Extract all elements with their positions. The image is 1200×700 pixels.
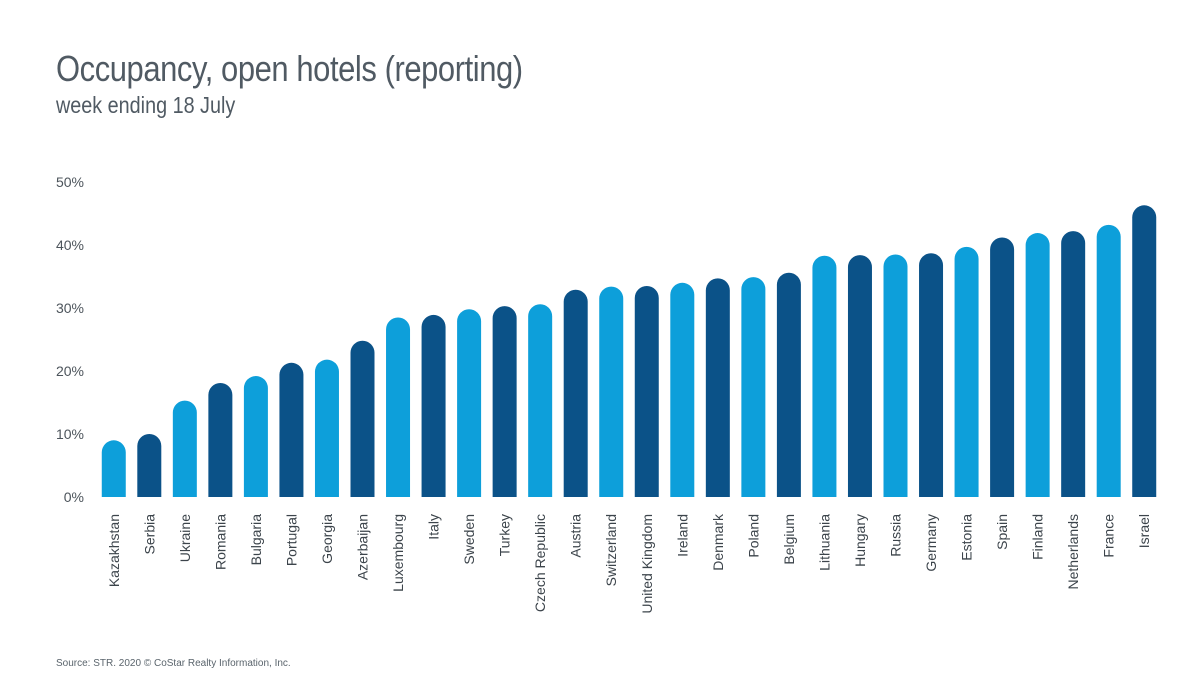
x-tick-label: Azerbaijan <box>355 514 371 580</box>
x-tick-label: Hungary <box>852 514 868 567</box>
bar-turkey <box>492 306 517 497</box>
y-tick-label: 50% <box>56 174 84 190</box>
bar-france <box>1096 224 1121 497</box>
x-tick-label: Spain <box>994 514 1010 550</box>
x-tick-label: Turkey <box>497 514 513 556</box>
bar-ukraine <box>172 400 197 497</box>
bar-israel <box>1132 205 1157 497</box>
bar-azerbaijan <box>350 340 375 497</box>
bar-luxembourg <box>386 317 411 497</box>
bar-belgium <box>776 272 801 497</box>
x-tick-label: Kazakhstan <box>106 514 122 587</box>
bar-lithuania <box>812 255 837 497</box>
bar-portugal <box>279 362 304 497</box>
x-tick-label: Portugal <box>283 514 299 566</box>
x-tick-label: Estonia <box>959 514 975 561</box>
chart-subtitle: week ending 18 July <box>56 92 236 118</box>
source-note: Source: STR. 2020 © CoStar Realty Inform… <box>56 658 291 669</box>
x-tick-label: Ireland <box>674 514 690 557</box>
y-tick-label: 40% <box>56 237 84 253</box>
y-tick-label: 0% <box>64 489 84 505</box>
x-tick-label: Luxembourg <box>390 514 406 592</box>
bar-bulgaria <box>243 376 268 497</box>
x-tick-label: Bulgaria <box>248 514 264 566</box>
x-tick-label: Poland <box>745 514 761 558</box>
bar-georgia <box>314 359 339 497</box>
x-axis: Kazakhstan Serbia Ukraine Romania Bulgaria Po… <box>106 513 1152 614</box>
bar-switzerland <box>599 286 624 497</box>
x-tick-label: Georgia <box>319 514 335 564</box>
x-tick-label: Ukraine <box>177 514 193 562</box>
bar-united-kingdom <box>634 285 659 497</box>
bar-germany <box>919 253 944 497</box>
bar-hungary <box>847 255 872 497</box>
bar-italy <box>421 314 446 497</box>
bar-serbia <box>137 434 162 497</box>
bar-poland <box>741 277 766 497</box>
x-tick-label: Italy <box>426 514 442 540</box>
bar-russia <box>883 254 908 497</box>
x-tick-label: Israel <box>1136 514 1152 548</box>
bar-estonia <box>954 246 979 497</box>
chart-title: Occupancy, open hotels (reporting) <box>56 48 523 89</box>
bar-sweden <box>457 309 482 497</box>
bar-finland <box>1025 233 1050 497</box>
x-tick-label: Netherlands <box>1065 514 1081 590</box>
bar-austria <box>563 289 588 497</box>
x-tick-label: Belgium <box>781 514 797 565</box>
bar-ireland <box>670 282 695 497</box>
x-tick-label: Sweden <box>461 514 477 565</box>
bar-netherlands <box>1061 231 1086 497</box>
y-tick-label: 20% <box>56 363 84 379</box>
x-tick-label: Switzerland <box>603 514 619 586</box>
y-tick-label: 30% <box>56 300 84 316</box>
x-tick-label: Romania <box>212 514 228 570</box>
x-tick-label: France <box>1101 514 1117 558</box>
x-tick-label: Finland <box>1030 514 1046 560</box>
x-tick-label: Serbia <box>141 514 157 555</box>
y-tick-label: 10% <box>56 426 84 442</box>
bar-spain <box>990 237 1015 497</box>
x-tick-label: Czech Republic <box>532 514 548 612</box>
x-tick-label: Russia <box>888 514 904 557</box>
x-tick-label: Austria <box>568 514 584 558</box>
bar-romania <box>208 382 233 497</box>
bar-denmark <box>705 278 730 497</box>
x-tick-label: Lithuania <box>816 514 832 571</box>
bar-czech-republic <box>528 304 553 497</box>
x-tick-label: United Kingdom <box>639 514 655 614</box>
bar-kazakhstan <box>101 440 126 497</box>
y-axis: 0% 10% 20% 30% 40% 50% <box>56 174 84 505</box>
x-tick-label: Denmark <box>710 513 726 571</box>
x-tick-label: Germany <box>923 514 939 572</box>
bars <box>101 205 1157 497</box>
